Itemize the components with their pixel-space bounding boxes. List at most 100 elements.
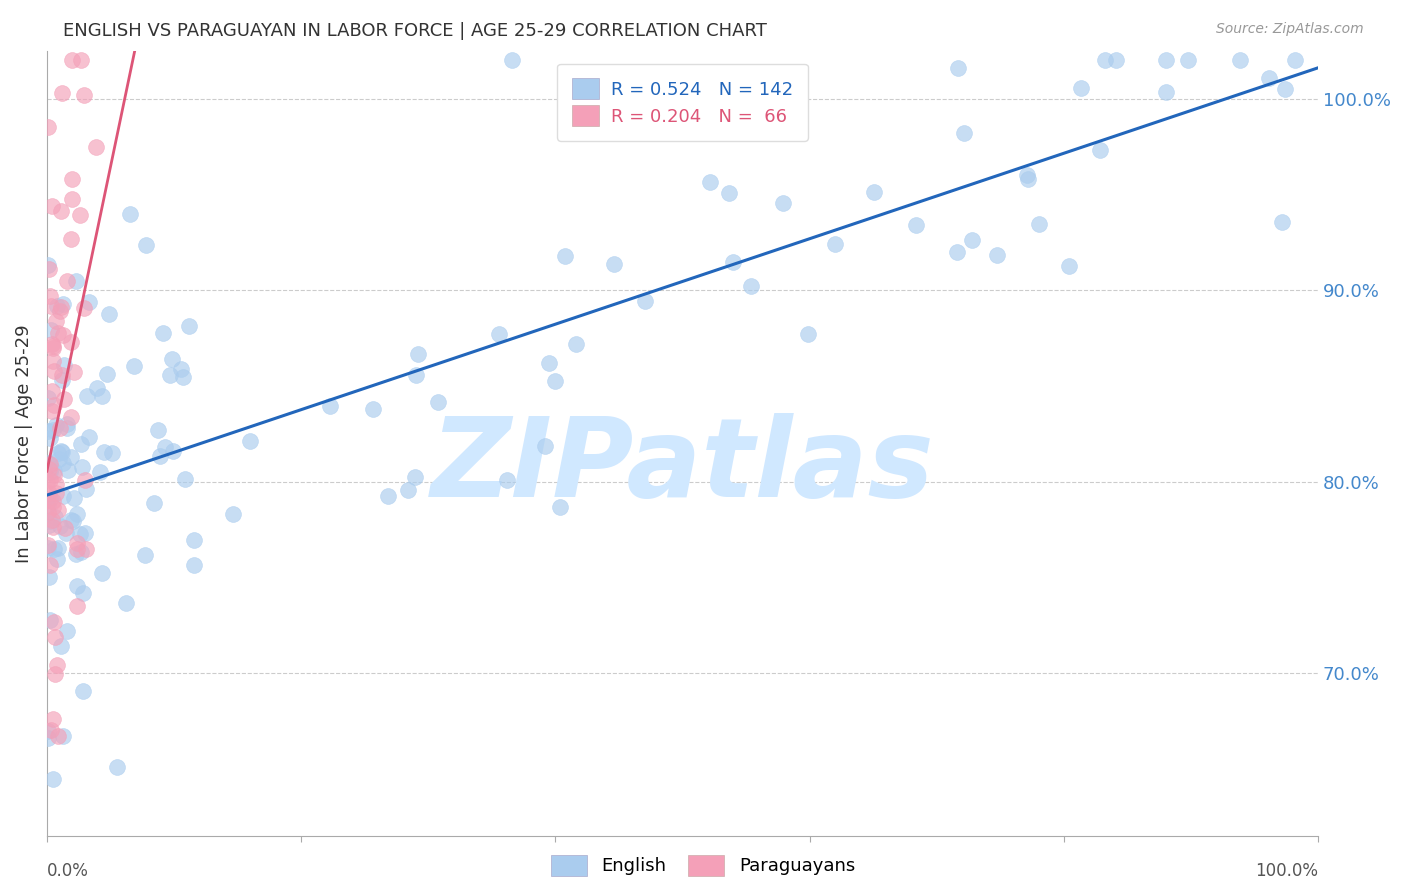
Point xyxy=(77,429,100,443)
Point xyxy=(406,346,429,360)
Point xyxy=(38,485,60,500)
Point xyxy=(603,257,626,271)
Point xyxy=(153,440,176,454)
Point xyxy=(170,362,193,376)
Point xyxy=(105,760,128,774)
Point xyxy=(69,437,91,451)
Point xyxy=(42,500,65,515)
Point xyxy=(740,278,762,293)
Point xyxy=(77,295,100,310)
Point xyxy=(39,613,62,627)
Point xyxy=(501,54,523,68)
Point xyxy=(48,326,70,341)
Point xyxy=(222,507,245,521)
Point xyxy=(49,303,72,318)
Point xyxy=(135,237,157,252)
Point xyxy=(56,274,79,288)
Point xyxy=(149,450,172,464)
Point xyxy=(69,545,91,559)
Point xyxy=(38,474,60,488)
Point xyxy=(93,445,115,459)
Point xyxy=(361,402,384,417)
Point xyxy=(41,198,63,212)
Point xyxy=(38,492,60,507)
Point xyxy=(38,514,60,528)
Point xyxy=(318,399,340,413)
Point xyxy=(905,218,928,232)
Point xyxy=(42,341,65,355)
Point xyxy=(48,452,70,467)
Point xyxy=(39,461,62,475)
Point xyxy=(37,724,59,739)
Point xyxy=(60,172,83,186)
Point xyxy=(101,446,124,460)
Point xyxy=(70,54,93,68)
Point xyxy=(1156,85,1178,99)
Point xyxy=(42,615,65,630)
Point xyxy=(46,658,69,673)
Point xyxy=(548,500,571,514)
Point xyxy=(52,297,75,311)
Point xyxy=(44,509,66,524)
Point xyxy=(115,596,138,610)
Point xyxy=(177,318,200,333)
Point xyxy=(51,445,73,459)
Point xyxy=(1028,217,1050,231)
Point xyxy=(488,327,510,342)
Text: ZIPatlas: ZIPatlas xyxy=(430,413,935,520)
Point xyxy=(62,515,84,529)
Point xyxy=(73,525,96,540)
Point xyxy=(796,327,818,342)
Point xyxy=(134,549,156,563)
Point xyxy=(69,527,91,541)
Point xyxy=(537,356,560,370)
Point xyxy=(554,248,576,262)
Point xyxy=(1070,80,1092,95)
Point xyxy=(65,536,87,550)
Point xyxy=(38,462,60,476)
Point xyxy=(72,88,94,103)
Text: ENGLISH VS PARAGUAYAN IN LABOR FORCE | AGE 25-29 CORRELATION CHART: ENGLISH VS PARAGUAYAN IN LABOR FORCE | A… xyxy=(63,22,768,40)
Legend: R = 0.524   N = 142, R = 0.204   N =  66: R = 0.524 N = 142, R = 0.204 N = 66 xyxy=(557,63,808,141)
Point xyxy=(52,489,75,503)
Point xyxy=(42,339,65,353)
Point xyxy=(46,541,69,555)
Point xyxy=(56,417,79,432)
Point xyxy=(60,513,83,527)
Point xyxy=(37,492,59,507)
Point xyxy=(396,483,419,497)
Point xyxy=(42,712,65,726)
Point xyxy=(44,486,66,500)
Point xyxy=(717,186,740,200)
Point xyxy=(172,370,194,384)
Point xyxy=(39,465,62,479)
Point xyxy=(495,473,517,487)
Point xyxy=(52,456,75,470)
Point xyxy=(37,538,59,552)
Point xyxy=(56,421,79,435)
Point xyxy=(38,517,60,532)
Point xyxy=(699,175,721,189)
Point xyxy=(73,301,96,316)
Point xyxy=(534,439,557,453)
Point xyxy=(42,398,65,412)
Point xyxy=(65,599,87,613)
Point xyxy=(96,367,118,381)
Point xyxy=(65,274,87,288)
Point xyxy=(39,558,62,573)
Point xyxy=(70,460,93,475)
Text: 0.0%: 0.0% xyxy=(46,862,89,880)
Point xyxy=(952,126,974,140)
Point xyxy=(39,457,62,471)
Point xyxy=(76,388,98,402)
Point xyxy=(39,323,62,337)
Point xyxy=(159,368,181,382)
Point xyxy=(53,358,76,372)
Point xyxy=(1017,172,1039,186)
Point xyxy=(160,352,183,367)
Point xyxy=(52,392,75,406)
Point xyxy=(37,120,59,134)
Point xyxy=(39,289,62,303)
Point xyxy=(97,306,120,320)
Point xyxy=(183,533,205,547)
